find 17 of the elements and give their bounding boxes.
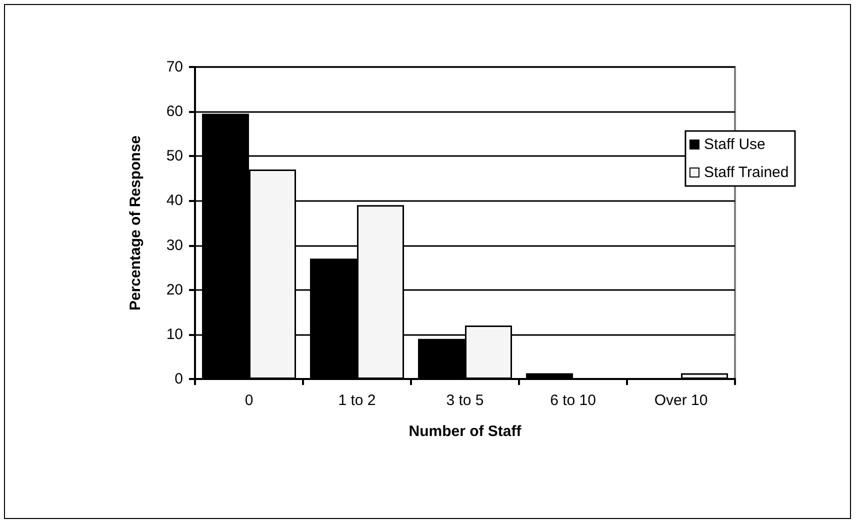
x-tick-label: 1 to 2 bbox=[338, 392, 376, 409]
x-tick-label: 0 bbox=[244, 392, 254, 409]
y-tick-label: 60 bbox=[166, 103, 183, 120]
y-tick-label: 70 bbox=[166, 58, 183, 76]
y-tick-label: 10 bbox=[166, 326, 183, 343]
y-tick-label: 40 bbox=[166, 192, 183, 210]
y-tick-label: 30 bbox=[166, 236, 183, 254]
x-tick-label: Over 10 bbox=[654, 392, 708, 409]
x-tick-label: 3 to 5 bbox=[446, 392, 484, 409]
y-tick-label: 0 bbox=[174, 370, 183, 388]
y-tick-label: 20 bbox=[166, 281, 183, 298]
legend-label: Staff Use bbox=[704, 136, 766, 153]
x-tick-label: 6 to 10 bbox=[550, 392, 596, 409]
y-axis-title: Percentage of Response bbox=[127, 135, 144, 311]
y-tick-label: 50 bbox=[166, 148, 183, 165]
legend-label: Staff Trained bbox=[704, 164, 789, 181]
x-axis-title: Number of Staff bbox=[408, 423, 522, 440]
